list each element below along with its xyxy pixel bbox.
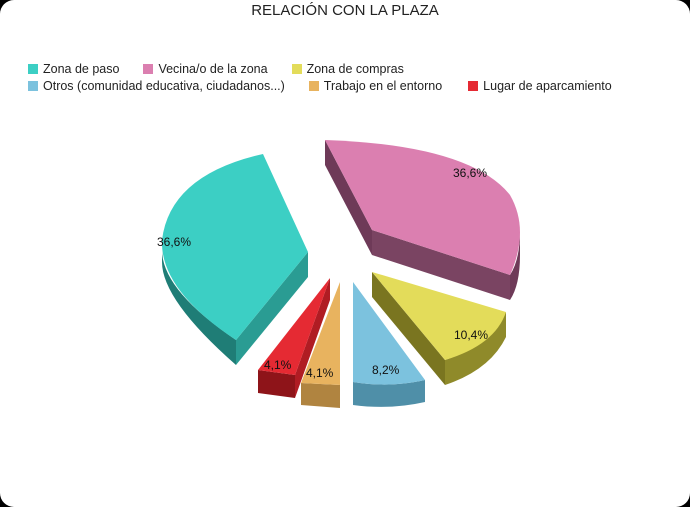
label-vecina: 36,6%	[453, 166, 487, 180]
slice-otros	[353, 282, 425, 407]
legend-item-otros: Otros (comunidad educativa, ciudadanos..…	[28, 79, 285, 93]
legend-item-zona-paso: Zona de paso	[28, 62, 119, 76]
label-compras: 10,4%	[454, 328, 488, 342]
slice-vecina	[325, 140, 520, 300]
slice-trabajo	[301, 282, 340, 408]
legend-item-compras: Zona de compras	[291, 62, 404, 76]
legend-item-trabajo: Trabajo en el entorno	[308, 79, 442, 93]
legend-swatch	[143, 63, 154, 74]
chart-title: RELACIÓN CON LA PLAZA	[251, 2, 439, 19]
legend-item-vecina: Vecina/o de la zona	[143, 62, 268, 76]
label-zona-paso: 36,6%	[157, 235, 191, 249]
legend-swatch	[308, 80, 319, 91]
slice-aparcamiento	[258, 278, 330, 398]
label-aparcamiento: 4,1%	[264, 358, 292, 372]
label-otros: 8,2%	[372, 363, 400, 377]
legend-swatch	[468, 80, 479, 91]
label-trabajo: 4,1%	[306, 366, 334, 380]
slice-compras	[372, 272, 506, 385]
legend-swatch	[291, 63, 302, 74]
legend: Zona de paso Vecina/o de la zona Zona de…	[28, 60, 626, 94]
legend-swatch	[28, 63, 38, 74]
slice-zona-paso	[161, 154, 308, 365]
legend-item-aparcamiento: Lugar de aparcamiento	[468, 79, 612, 93]
legend-swatch	[28, 80, 38, 91]
